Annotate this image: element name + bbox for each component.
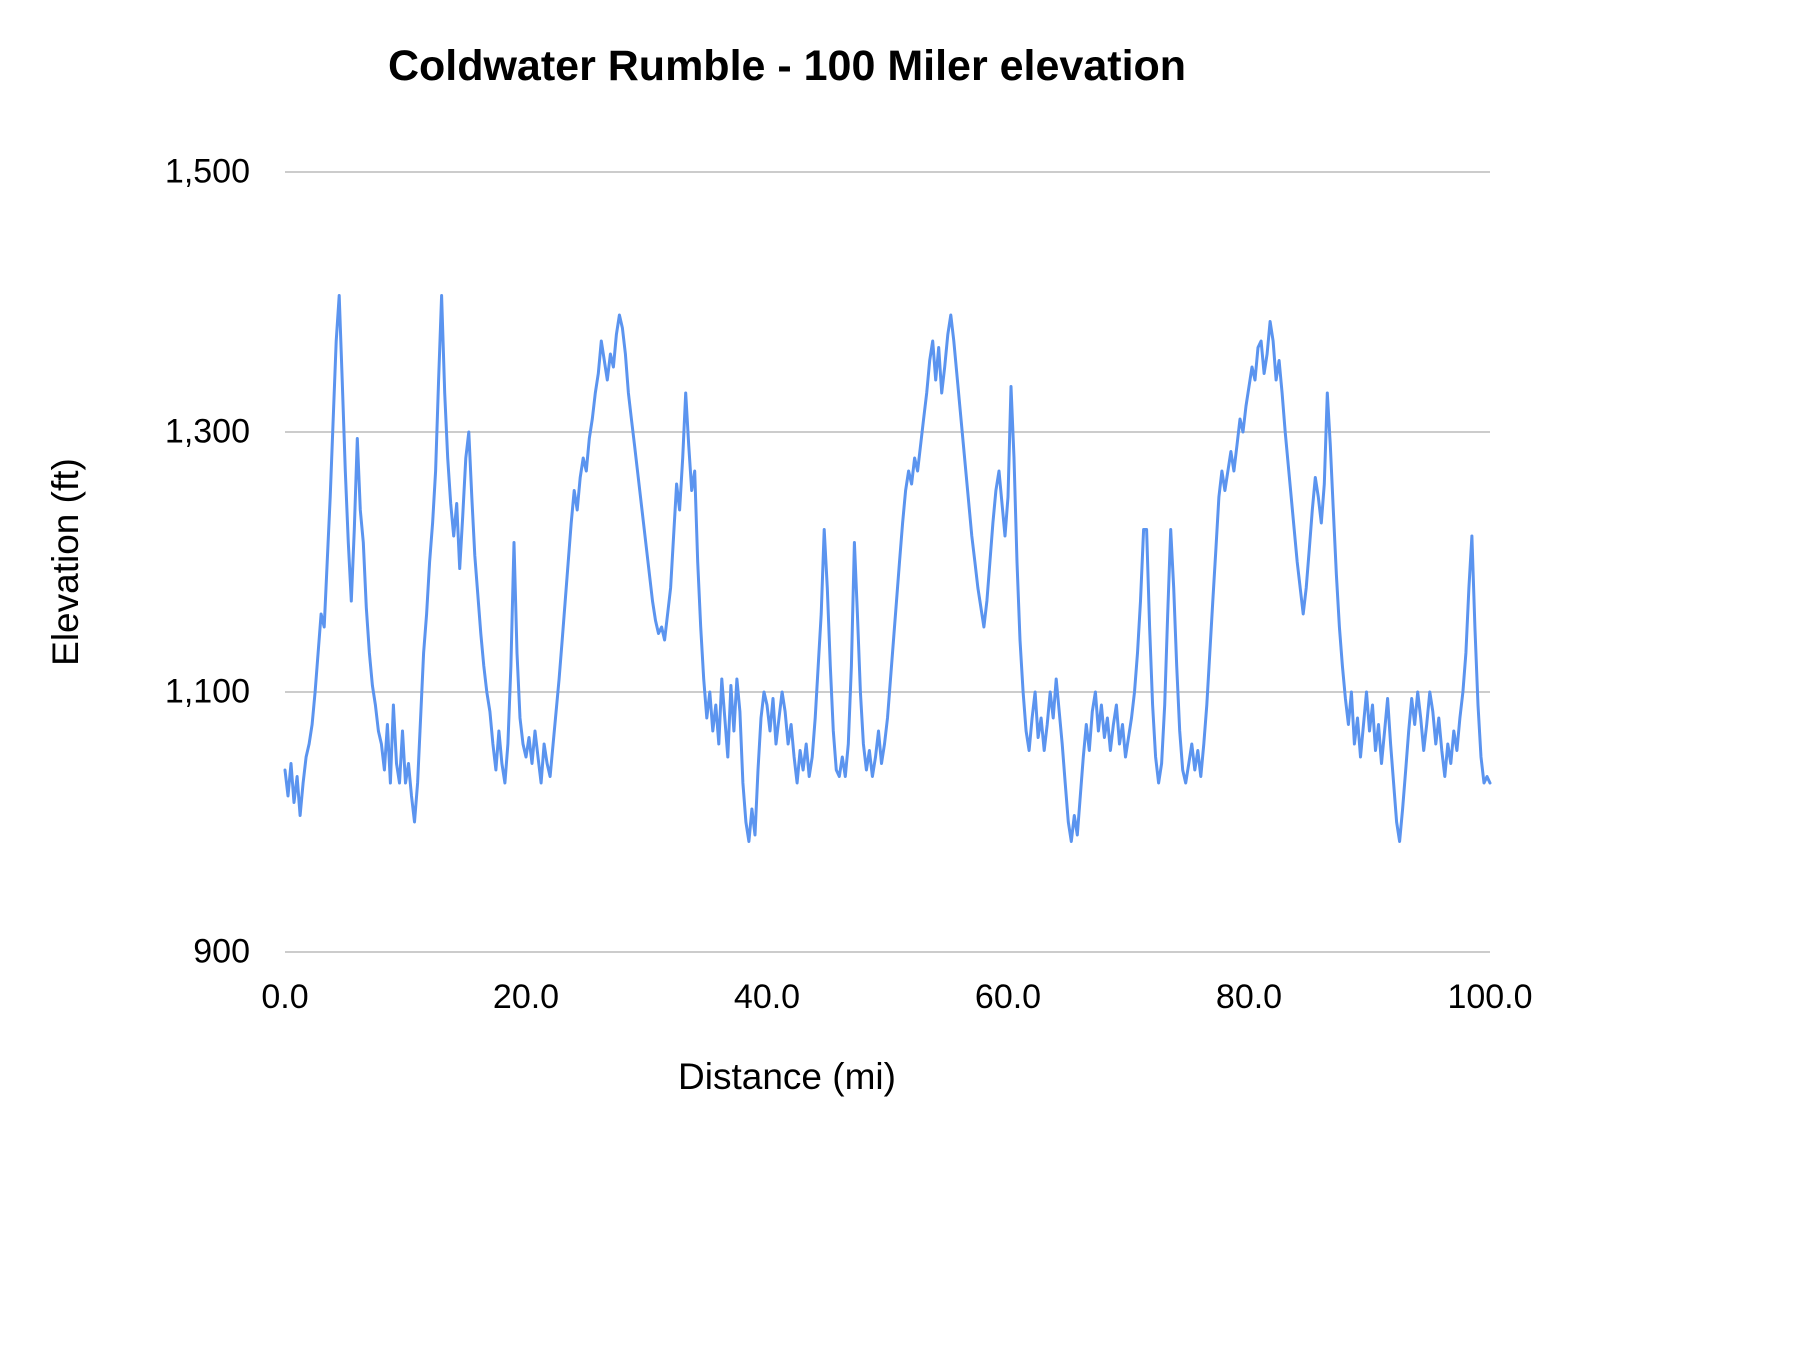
x-tick-label: 100.0: [1447, 978, 1533, 1016]
x-tick-label: 0.0: [261, 978, 309, 1016]
x-tick-label: 20.0: [492, 978, 560, 1016]
y-tick-label: 1,500: [164, 152, 250, 191]
x-tick-label: 40.0: [733, 978, 801, 1016]
y-tick-label: 1,100: [164, 672, 250, 711]
x-tick-label: 80.0: [1215, 978, 1283, 1016]
x-axis-title: Distance (mi): [678, 1056, 896, 1097]
y-tick-label: 1,300: [164, 412, 250, 451]
chart-title: Coldwater Rumble - 100 Miler elevation: [387, 42, 1187, 90]
x-tick-label: 60.0: [974, 978, 1042, 1016]
elevation-series-line: [283, 294, 1492, 843]
y-tick-label: 900: [193, 932, 250, 971]
y-axis-title: Elevation (ft): [45, 458, 86, 666]
